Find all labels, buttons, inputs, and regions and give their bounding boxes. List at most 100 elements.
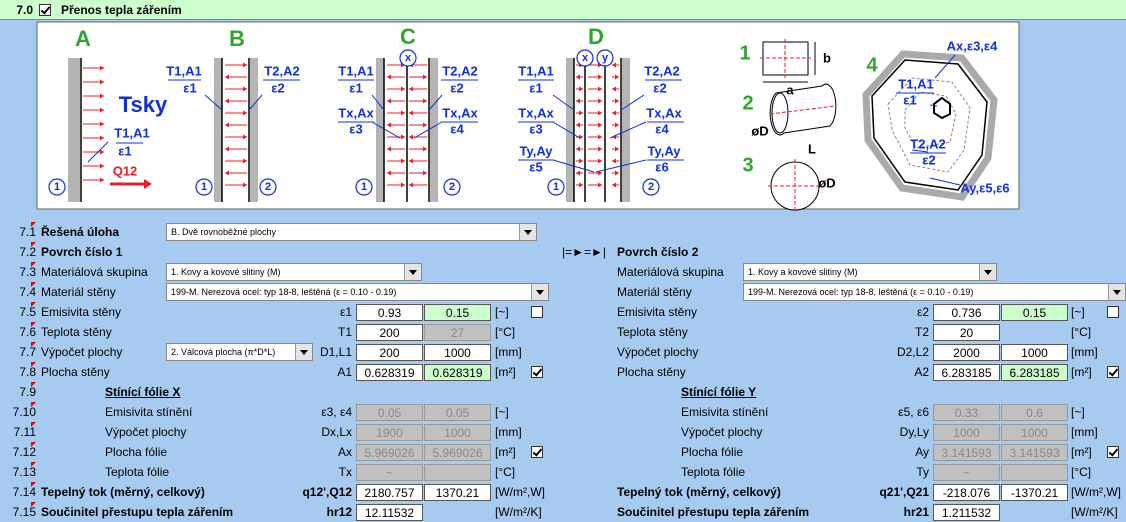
- wall: [430, 58, 438, 202]
- value-cell[interactable]: 1.211532: [933, 504, 1000, 521]
- row-label: Výpočet plochy: [617, 345, 699, 359]
- checkbox[interactable]: [531, 366, 543, 378]
- value-cell[interactable]: 0.15: [1001, 304, 1068, 321]
- arrow-head: [100, 163, 104, 169]
- value-cell[interactable]: 6.283185: [933, 364, 1000, 381]
- comment-marker: [31, 462, 36, 467]
- diagram-label: T1,A1: [166, 63, 201, 78]
- dropdown[interactable]: 1. Kovy a kovové slitiny (M): [166, 263, 422, 281]
- checkbox[interactable]: [1107, 446, 1119, 458]
- dropdown-button[interactable]: [1108, 284, 1125, 300]
- dropdown-button[interactable]: [979, 264, 996, 280]
- wall: [250, 58, 258, 202]
- diagram-label: Q12: [113, 163, 138, 178]
- dropdown[interactable]: 199-M. Nerezová ocel: typ 18-8, leštěná …: [743, 283, 1126, 301]
- value-cell[interactable]: 0.628319: [356, 364, 423, 381]
- arrow-head: [576, 122, 580, 128]
- dropdown[interactable]: 2. Válcová plocha (π*D*L): [166, 343, 313, 361]
- row-label: Výpočet plochy: [681, 425, 763, 439]
- arrow-head: [225, 74, 229, 80]
- value-cell[interactable]: -218.076: [933, 484, 1000, 501]
- symbol: D1,L1: [319, 345, 352, 359]
- dropdown[interactable]: 1. Kovy a kovové slitiny (M): [743, 263, 997, 281]
- dropdown-button[interactable]: [519, 224, 536, 240]
- value-cell[interactable]: 2180.757: [356, 484, 423, 501]
- row-number: 7.4: [19, 285, 36, 299]
- value-cell[interactable]: 2000: [933, 344, 1000, 361]
- row-number: 7.13: [12, 465, 36, 479]
- dropdown-button[interactable]: [531, 284, 548, 300]
- leader: [929, 104, 938, 107]
- unit: [m²]: [495, 365, 516, 379]
- checkbox[interactable]: [531, 306, 543, 318]
- value-cell[interactable]: -1370.21: [1001, 484, 1068, 501]
- row-number: 7.8: [19, 365, 36, 379]
- arrow-head: [423, 98, 427, 104]
- row-label: Výpočet plochy: [41, 345, 123, 359]
- symbol: hr21: [903, 505, 929, 519]
- value-cell[interactable]: 1370.21: [424, 484, 491, 501]
- dropdown-button[interactable]: [295, 344, 312, 360]
- arrow-head: [615, 122, 619, 128]
- value-cell[interactable]: 200: [356, 324, 423, 341]
- section-checkbox[interactable]: [39, 4, 51, 16]
- row-label: Materiál stěny: [617, 285, 692, 299]
- row-label: Povrch číslo 1: [41, 245, 123, 259]
- leader: [204, 94, 223, 111]
- symbol: Dx,Lx: [321, 425, 352, 439]
- diagram-label: ε2: [922, 152, 935, 167]
- diagram-label: ε6: [655, 159, 668, 174]
- value-cell[interactable]: 1000: [1001, 344, 1068, 361]
- value-cell[interactable]: 0.93: [356, 304, 423, 321]
- arrow-head: [387, 74, 391, 80]
- diagram-label: L: [808, 141, 816, 156]
- diagram-label: 2: [449, 181, 455, 193]
- diagram-label: T2,A2: [910, 136, 945, 151]
- arrow-head: [598, 74, 602, 80]
- value-cell[interactable]: 0.736: [933, 304, 1000, 321]
- diagram-label: A: [75, 26, 91, 51]
- arrow-head: [100, 135, 104, 141]
- checkbox[interactable]: [1107, 366, 1119, 378]
- wall: [566, 58, 574, 202]
- row-number: 7.1: [19, 225, 36, 239]
- diagram-label: 2: [648, 181, 654, 193]
- arrow-head: [243, 62, 247, 68]
- value-cell[interactable]: 0.15: [424, 304, 491, 321]
- value-cell[interactable]: 6.283185: [1001, 364, 1068, 381]
- checkbox[interactable]: [1107, 306, 1119, 318]
- row-label: Výpočet plochy: [105, 425, 187, 439]
- value-cell[interactable]: 1000: [424, 344, 491, 361]
- arrow-head: [409, 158, 413, 164]
- diagram-label: 1: [553, 181, 559, 193]
- diagram-label: 1: [361, 181, 367, 193]
- diagram-label: Tx,Ax: [518, 105, 554, 120]
- body: [933, 96, 951, 120]
- wall: [68, 58, 80, 202]
- dropdown[interactable]: B. Dvě rovnoběžné plochy: [166, 223, 537, 241]
- value-cell[interactable]: 20: [933, 324, 1000, 341]
- value-cell[interactable]: 0.628319: [424, 364, 491, 381]
- value-cell[interactable]: 12.11532: [356, 504, 423, 521]
- row-number: 7.12: [12, 445, 36, 459]
- cylinder-end: [771, 92, 789, 134]
- value-cell: 0.05: [424, 404, 491, 421]
- value-cell: [424, 464, 491, 481]
- leader: [609, 121, 647, 139]
- diagram-label: T1,A1: [114, 125, 149, 140]
- leader: [929, 177, 961, 186]
- arrow-head: [423, 170, 427, 176]
- dropdown-button[interactable]: [404, 264, 421, 280]
- dropdown[interactable]: 199-M. Nerezová ocel: typ 18-8, leštěná …: [166, 283, 549, 301]
- leader: [552, 121, 581, 139]
- foil-shape: [887, 77, 971, 173]
- value-cell[interactable]: 200: [356, 344, 423, 361]
- arrow-head: [615, 98, 619, 104]
- row-number: 7.2: [19, 245, 36, 259]
- diagram-label: T1,A1: [338, 63, 373, 78]
- diagram-label: 2: [742, 92, 753, 114]
- row-label: Materiálová skupina: [41, 265, 148, 279]
- arrow-head: [598, 146, 602, 152]
- checkbox[interactable]: [531, 446, 543, 458]
